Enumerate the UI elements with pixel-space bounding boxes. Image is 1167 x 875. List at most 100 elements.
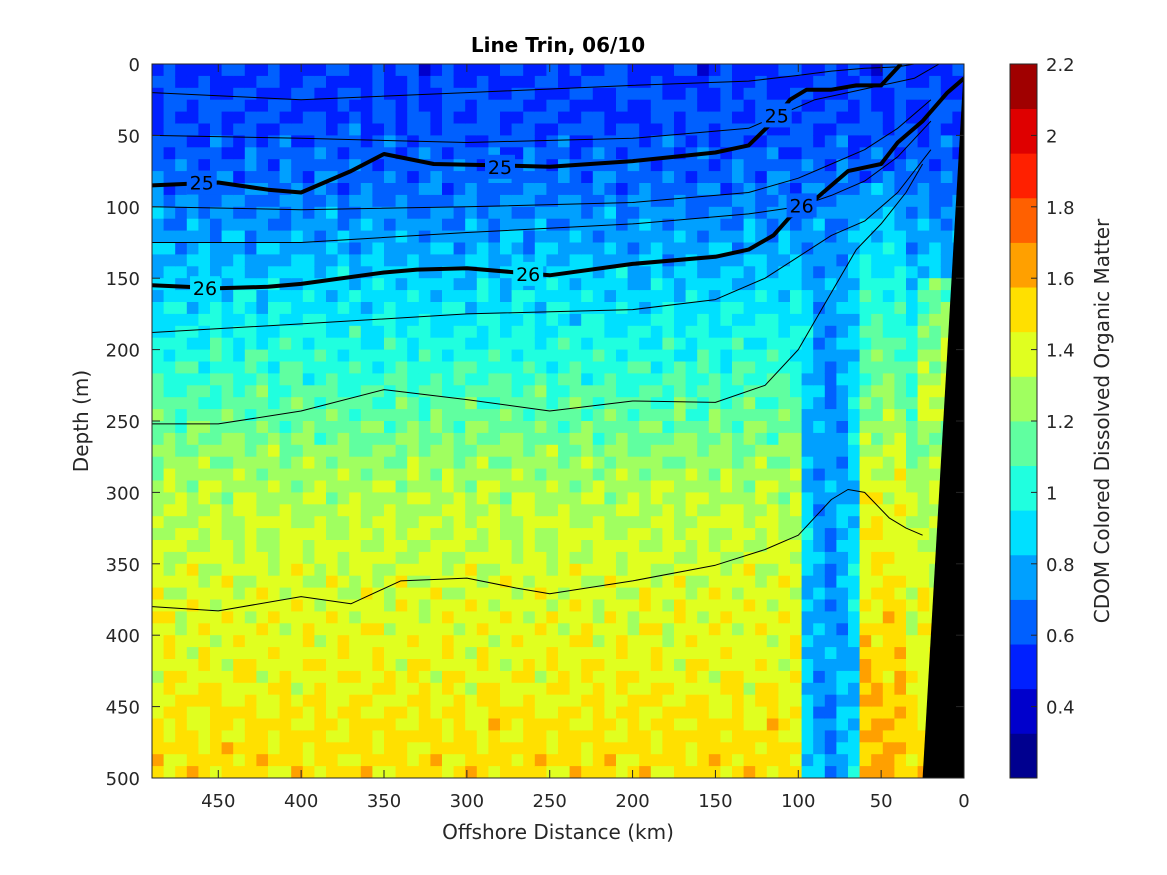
heatmap-cell [732, 111, 745, 125]
heatmap-cell [256, 682, 269, 696]
heatmap-cell [418, 409, 431, 422]
heatmap-cell [302, 230, 315, 244]
heatmap-cell [755, 444, 768, 458]
heatmap-cell [708, 682, 721, 696]
heatmap-cell [894, 456, 907, 470]
heatmap-cell [488, 551, 501, 565]
heatmap-cell [233, 361, 246, 374]
heatmap-cell [314, 754, 327, 767]
heatmap-cell [186, 266, 199, 279]
heatmap-cell [917, 123, 930, 136]
heatmap-cell [430, 766, 443, 778]
heatmap-cell [523, 456, 536, 470]
heatmap-cell [824, 361, 837, 374]
heatmap-cell [500, 206, 513, 220]
heatmap-cell [894, 230, 907, 244]
heatmap-cell [534, 599, 547, 612]
heatmap-cell [476, 528, 489, 541]
heatmap-cell [407, 432, 420, 446]
heatmap-cell [558, 587, 571, 601]
heatmap-cell [534, 563, 547, 577]
heatmap-cell [500, 218, 513, 232]
heatmap-cell [268, 754, 281, 767]
x-tick-label: 300 [450, 791, 484, 812]
heatmap-cell [500, 64, 513, 77]
x-tick-label: 200 [615, 791, 649, 812]
heatmap-cell [244, 492, 257, 505]
heatmap-cell [616, 670, 629, 684]
heatmap-cell [639, 682, 652, 696]
heatmap-cell [302, 111, 315, 125]
heatmap-cell [824, 397, 837, 410]
heatmap-cell [720, 409, 733, 422]
heatmap-cell [778, 302, 791, 315]
heatmap-cell [233, 385, 246, 398]
heatmap-cell [616, 230, 629, 244]
heatmap-cell [418, 742, 431, 755]
heatmap-cell [708, 432, 721, 446]
heatmap-cell [233, 730, 246, 743]
heatmap-cell [906, 766, 919, 778]
heatmap-cell [581, 468, 594, 482]
heatmap-cell [569, 99, 582, 113]
heatmap-cell [813, 349, 826, 363]
heatmap-cell [569, 409, 582, 422]
heatmap-cell [685, 278, 698, 291]
heatmap-cell [442, 742, 455, 755]
heatmap-cell [476, 456, 489, 470]
heatmap-cell [314, 444, 327, 458]
heatmap-cell [314, 302, 327, 315]
heatmap-cell [871, 504, 884, 517]
heatmap-cell [268, 766, 281, 778]
heatmap-cell [627, 611, 640, 624]
heatmap-cell [302, 349, 315, 363]
heatmap-cell [256, 647, 269, 660]
heatmap-cell [384, 766, 397, 778]
heatmap-cell [488, 575, 501, 589]
heatmap-cell [152, 409, 165, 422]
heatmap-cell [256, 266, 269, 279]
heatmap-cell [175, 480, 188, 493]
heatmap-cell [755, 587, 768, 601]
heatmap-cell [569, 563, 582, 577]
heatmap-cell [465, 635, 478, 648]
heatmap-cell [279, 313, 292, 327]
heatmap-cell [708, 468, 721, 482]
heatmap-cell [871, 302, 884, 315]
heatmap-cell [627, 540, 640, 553]
heatmap-cell [244, 171, 257, 184]
heatmap-cell [349, 337, 362, 351]
heatmap-cell [813, 456, 826, 470]
heatmap-cell [302, 87, 315, 101]
heatmap-cell [546, 682, 559, 696]
heatmap-cell [650, 635, 663, 648]
heatmap-cell [882, 397, 895, 410]
heatmap-cell [848, 99, 861, 113]
heatmap-cell [558, 123, 571, 136]
heatmap-cell [279, 254, 292, 267]
heatmap-cell [442, 183, 455, 196]
heatmap-cell [314, 599, 327, 612]
heatmap-cell [268, 468, 281, 482]
heatmap-cell [627, 87, 640, 101]
heatmap-cell [882, 409, 895, 422]
heatmap-cell [418, 302, 431, 315]
heatmap-cell [708, 766, 721, 778]
heatmap-cell [592, 194, 605, 208]
heatmap-cell [268, 254, 281, 267]
heatmap-cell [940, 99, 953, 113]
heatmap-cell [186, 349, 199, 363]
heatmap-cell [674, 766, 687, 778]
heatmap-cell [418, 599, 431, 612]
heatmap-cell [268, 99, 281, 113]
heatmap-cell [395, 706, 408, 720]
heatmap-cell [534, 682, 547, 696]
heatmap-cell [534, 587, 547, 601]
heatmap-cell [848, 599, 861, 612]
x-axis: 450 400 350 300 250 200 150 100 50 0 [201, 64, 970, 812]
heatmap-cell [476, 468, 489, 482]
heatmap-cell [558, 528, 571, 541]
heatmap-cell [256, 528, 269, 541]
heatmap-cell [685, 361, 698, 374]
heatmap-cell [824, 730, 837, 743]
